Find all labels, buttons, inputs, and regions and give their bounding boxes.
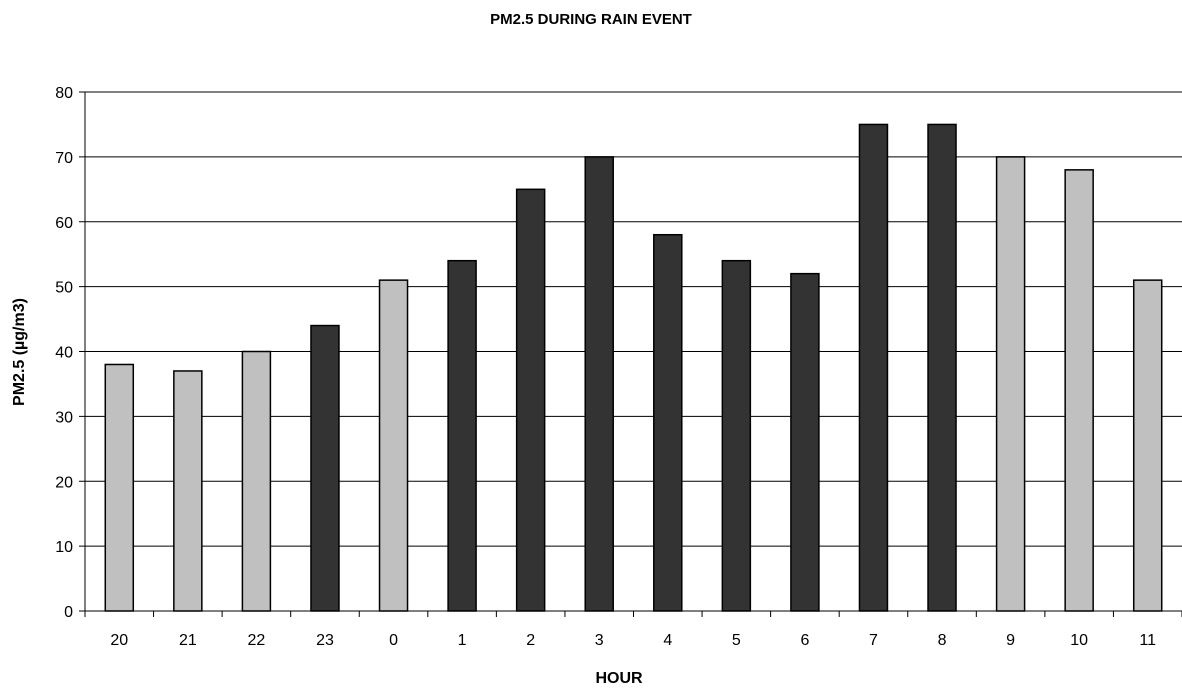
x-tick-label: 1 <box>458 632 467 649</box>
x-tick-label: 21 <box>179 632 197 649</box>
bars <box>104 123 1163 612</box>
bar-2 <box>515 188 546 612</box>
bar-23 <box>310 324 340 612</box>
y-axis-title: PM2.5 (µg/m3) <box>11 298 28 406</box>
chart-title: PM2.5 DURING RAIN EVENT <box>490 11 692 28</box>
bar-22 <box>241 350 272 612</box>
y-tick-label: 80 <box>55 85 73 102</box>
bar-10 <box>1064 169 1094 612</box>
y-tick-label: 50 <box>55 280 73 297</box>
y-tick-label: 0 <box>64 604 73 621</box>
x-tick-label: 23 <box>316 632 334 649</box>
x-tick-label: 5 <box>732 632 741 649</box>
y-tick-label: 60 <box>55 215 73 232</box>
bar-3 <box>584 156 614 612</box>
bar-6 <box>790 272 820 612</box>
y-tick-label: 20 <box>55 474 73 491</box>
x-tick-labels: 20 21 22 23 0 1 2 3 4 5 6 7 8 9 10 11 <box>110 632 1156 649</box>
x-tick-label: 3 <box>595 632 604 649</box>
x-tick-label: 10 <box>1070 632 1088 649</box>
y-tick-label: 30 <box>55 409 73 426</box>
bar-1 <box>447 259 477 612</box>
x-tick-label: 7 <box>869 632 878 649</box>
axes <box>79 91 1182 617</box>
x-tick-label: 20 <box>110 632 128 649</box>
y-tick-labels: 0 10 20 30 40 50 60 70 80 <box>55 85 73 621</box>
bar-11 <box>1132 279 1163 612</box>
x-tick-label: 0 <box>389 632 398 649</box>
x-tick-label: 8 <box>938 632 947 649</box>
bar-7 <box>858 123 889 612</box>
y-tick-label: 10 <box>55 539 73 556</box>
x-tick-label: 9 <box>1006 632 1015 649</box>
x-tick-label: 4 <box>663 632 672 649</box>
y-tick-label: 70 <box>55 150 73 167</box>
x-tick-label: 6 <box>800 632 809 649</box>
bar-5 <box>721 259 752 612</box>
x-tick-label: 2 <box>526 632 535 649</box>
bar-0 <box>378 279 409 612</box>
bar-21 <box>173 370 203 612</box>
bar-8 <box>927 123 957 612</box>
bar-9 <box>995 156 1026 612</box>
y-tick-label: 40 <box>55 345 73 362</box>
x-axis-title: HOUR <box>595 670 643 687</box>
x-tick-label: 22 <box>248 632 266 649</box>
x-tick-label: 11 <box>1139 632 1156 649</box>
bar-20 <box>104 363 135 612</box>
bar-4 <box>653 233 683 612</box>
